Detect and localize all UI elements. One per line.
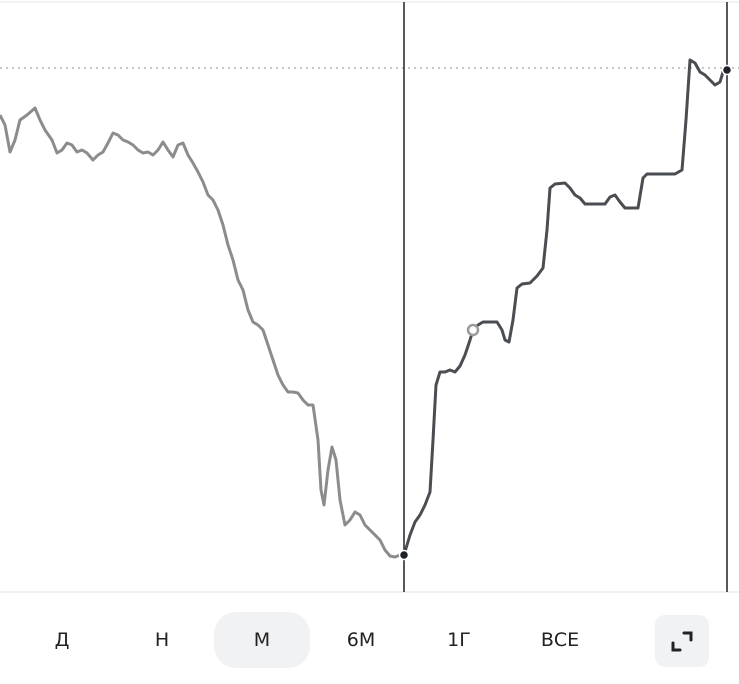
end-dot	[721, 64, 733, 76]
price-line	[0, 106, 404, 559]
period-tab[interactable]: 6М	[346, 629, 376, 651]
start-dot	[398, 549, 410, 561]
chart	[0, 1, 739, 593]
period-tab[interactable]: 1Г	[447, 629, 471, 651]
period-tab[interactable]: ВСЕ	[540, 629, 580, 651]
period-tab[interactable]: М	[214, 612, 310, 668]
period-tab[interactable]: Д	[54, 629, 70, 651]
expand-icon	[671, 631, 693, 652]
period-tab[interactable]: Н	[154, 629, 170, 651]
highlight-point	[466, 323, 480, 337]
price-line	[402, 58, 728, 556]
period-tabs: Д Н М 6М 1Г ВСЕ	[0, 612, 739, 668]
expand-button[interactable]	[655, 615, 709, 667]
